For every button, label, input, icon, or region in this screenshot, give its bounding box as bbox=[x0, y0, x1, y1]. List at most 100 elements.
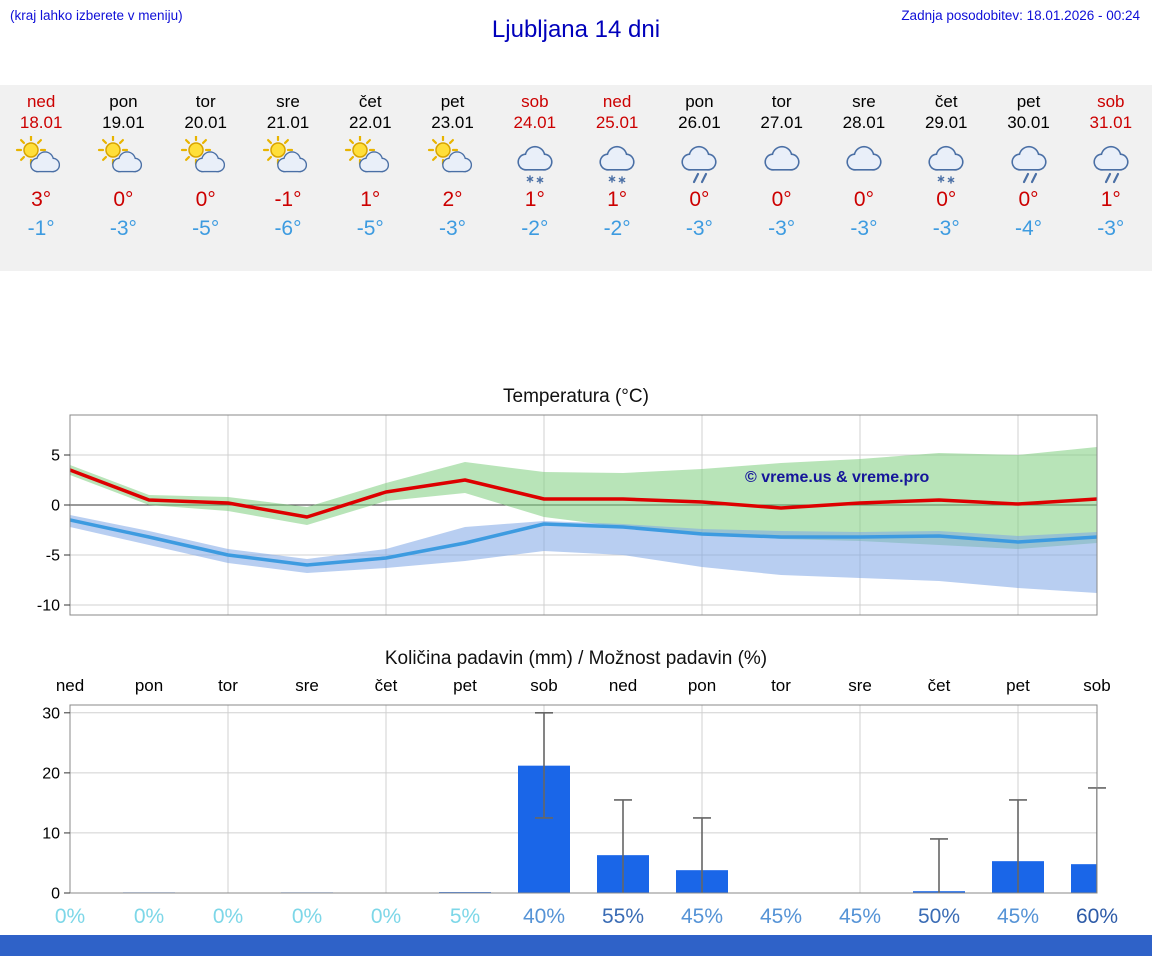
day-max-temp: 2° bbox=[442, 188, 463, 211]
day-name: sob bbox=[521, 92, 549, 111]
precip-y-tick-label: 30 bbox=[42, 705, 60, 722]
forecast-day[interactable]: sob 31.01 1° -3° bbox=[1070, 85, 1152, 271]
forecast-day[interactable]: sob 24.01 1° -2° bbox=[494, 85, 576, 271]
day-name: sre bbox=[852, 92, 876, 111]
day-date: 18.01 bbox=[19, 113, 63, 132]
day-name: čet bbox=[934, 92, 958, 111]
day-date: 23.01 bbox=[431, 113, 474, 132]
forecast-day[interactable]: sre 21.01 -1° -6° bbox=[247, 85, 329, 271]
precip-bar bbox=[1071, 864, 1097, 893]
copyright-watermark[interactable]: © vreme.us & vreme.pro bbox=[745, 469, 930, 486]
day-min-temp: -5° bbox=[356, 217, 384, 240]
day-max-temp: 3° bbox=[31, 188, 52, 211]
day-max-temp: 0° bbox=[1018, 188, 1039, 211]
precip-y-tick-label: 20 bbox=[42, 765, 60, 782]
forecast-day[interactable]: sre 28.01 0° -3° bbox=[823, 85, 905, 271]
precip-y-tick-label: 10 bbox=[42, 825, 60, 842]
cloud-rain-icon bbox=[1070, 135, 1152, 187]
day-date: 20.01 bbox=[184, 113, 227, 132]
forecast-day[interactable]: pon 19.01 0° -3° bbox=[82, 85, 164, 271]
precip-day-label: pet bbox=[1006, 676, 1030, 695]
day-name: tor bbox=[771, 92, 792, 111]
day-date: 24.01 bbox=[513, 113, 557, 132]
day-min-temp: -3° bbox=[109, 217, 137, 240]
precip-day-label: pon bbox=[688, 676, 716, 695]
day-name: pon bbox=[109, 92, 138, 111]
day-min-temp: -3° bbox=[932, 217, 960, 240]
sun-cloud-icon bbox=[247, 135, 329, 187]
precip-probability: 0% bbox=[292, 905, 322, 928]
forecast-day[interactable]: čet 22.01 1° -5° bbox=[329, 85, 411, 271]
sun-cloud-icon bbox=[165, 135, 247, 187]
temperature-chart: 5 0 -5 -10 © vreme.us & vreme.pro bbox=[37, 414, 1098, 616]
day-name: tor bbox=[195, 92, 216, 111]
precip-day-label: čet bbox=[928, 676, 951, 695]
max-temperature-line bbox=[70, 468, 1097, 519]
precip-day-label: čet bbox=[375, 676, 398, 695]
forecast-day[interactable]: ned 18.01 3° -1° bbox=[0, 85, 82, 271]
day-date: 19.01 bbox=[102, 113, 145, 132]
day-date: 29.01 bbox=[924, 113, 968, 132]
day-max-temp: -1° bbox=[274, 188, 302, 211]
precip-day-label: ned bbox=[56, 676, 84, 695]
forecast-day[interactable]: tor 20.01 0° -5° bbox=[165, 85, 247, 271]
forecast-day[interactable]: pet 23.01 2° -3° bbox=[411, 85, 493, 271]
forecast-day[interactable]: ned 25.01 1° -2° bbox=[576, 85, 658, 271]
min-temperature-line bbox=[70, 518, 1097, 567]
precip-probability: 0% bbox=[213, 905, 243, 928]
menu-hint: (kraj lahko izberete v meniju) bbox=[10, 8, 183, 23]
day-max-temp: 1° bbox=[524, 188, 545, 211]
page-title: Ljubljana 14 dni bbox=[491, 16, 661, 43]
cloud-rain-icon bbox=[987, 135, 1069, 187]
day-date: 21.01 bbox=[266, 113, 310, 132]
precip-probability: 45% bbox=[997, 905, 1039, 928]
precip-day-label: tor bbox=[218, 676, 238, 695]
day-min-temp: -3° bbox=[1097, 217, 1125, 240]
cloud-snow-icon bbox=[494, 135, 576, 187]
day-min-temp: -5° bbox=[192, 217, 220, 240]
precip-y-tick-label: 0 bbox=[51, 886, 60, 903]
day-max-temp: 0° bbox=[771, 188, 792, 211]
day-date: 27.01 bbox=[760, 113, 803, 132]
forecast-day[interactable]: tor 27.01 0° -3° bbox=[741, 85, 823, 271]
forecast-day[interactable]: pon 26.01 0° -3° bbox=[658, 85, 740, 271]
precip-day-label: sob bbox=[530, 676, 557, 695]
day-date: 26.01 bbox=[678, 113, 721, 132]
precip-day-label: sob bbox=[1083, 676, 1110, 695]
temp-y-tick-label: 0 bbox=[51, 498, 60, 515]
precip-probability: 60% bbox=[1076, 905, 1118, 928]
forecast-strip: ned 18.01 3° -1° pon 19.01 0° -3° tor 20.01 0° -5° s… bbox=[0, 85, 1152, 271]
sun-cloud-icon bbox=[82, 135, 164, 187]
day-max-temp: 0° bbox=[195, 188, 216, 211]
temp-y-tick-label: -10 bbox=[37, 598, 60, 615]
cloud-icon bbox=[823, 135, 905, 187]
precip-probability: 0% bbox=[371, 905, 401, 928]
day-name: čet bbox=[358, 92, 382, 111]
day-max-temp: 0° bbox=[113, 188, 134, 211]
day-max-temp: 0° bbox=[689, 188, 710, 211]
day-max-temp: 0° bbox=[853, 188, 874, 211]
footer-bar bbox=[0, 935, 1152, 956]
day-date: 30.01 bbox=[1007, 113, 1050, 132]
day-min-temp: -3° bbox=[768, 217, 796, 240]
sun-cloud-icon bbox=[411, 135, 493, 187]
precipitation-chart-title: Količina padavin (mm) / Možnost padavin … bbox=[384, 648, 768, 669]
day-name: sob bbox=[1097, 92, 1125, 111]
precip-day-label: sre bbox=[295, 676, 319, 695]
cloud-snow-icon bbox=[576, 135, 658, 187]
precip-probability: 50% bbox=[918, 905, 960, 928]
forecast-day[interactable]: čet 29.01 0° -3° bbox=[905, 85, 987, 271]
precip-probability: 40% bbox=[523, 905, 565, 928]
day-min-temp: -2° bbox=[521, 217, 549, 240]
temp-y-tick-label: 5 bbox=[51, 448, 60, 465]
temperature-chart-title: Temperatura (°C) bbox=[503, 386, 649, 407]
day-date: 22.01 bbox=[348, 113, 392, 132]
day-name: pet bbox=[440, 92, 465, 111]
day-min-temp: -6° bbox=[274, 217, 302, 240]
precip-day-label: pon bbox=[135, 676, 163, 695]
precip-probability: 45% bbox=[839, 905, 881, 928]
day-date: 28.01 bbox=[842, 113, 886, 132]
forecast-day[interactable]: pet 30.01 0° -4° bbox=[987, 85, 1069, 271]
day-date: 25.01 bbox=[595, 113, 639, 132]
day-name: pon bbox=[685, 92, 714, 111]
